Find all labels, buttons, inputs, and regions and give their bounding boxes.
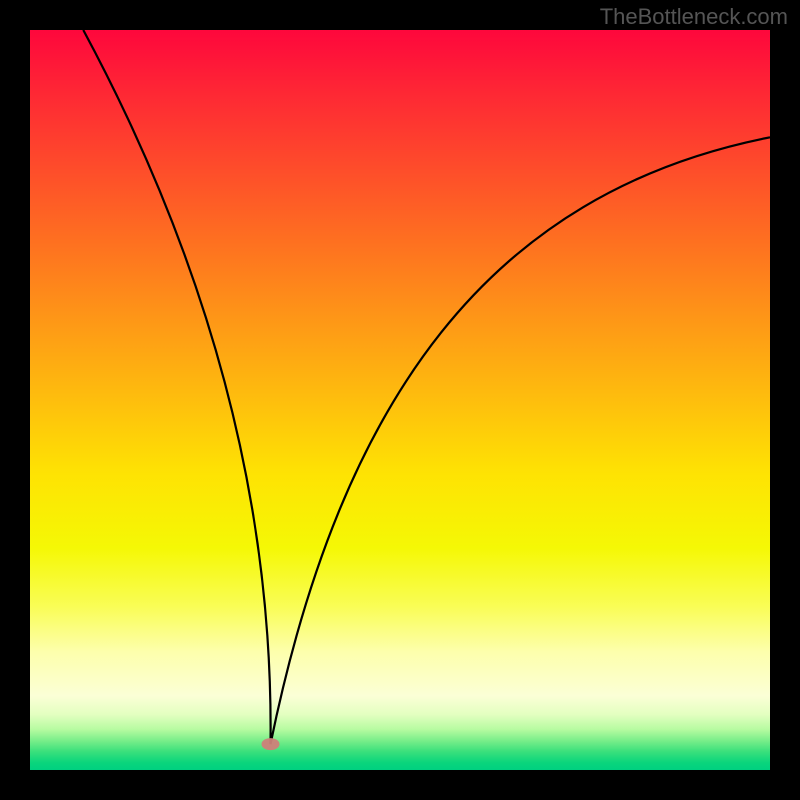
plot-background xyxy=(30,30,770,770)
minimum-marker xyxy=(262,738,280,750)
bottleneck-chart xyxy=(0,0,800,800)
watermark-text: TheBottleneck.com xyxy=(600,4,788,30)
chart-container: TheBottleneck.com xyxy=(0,0,800,800)
